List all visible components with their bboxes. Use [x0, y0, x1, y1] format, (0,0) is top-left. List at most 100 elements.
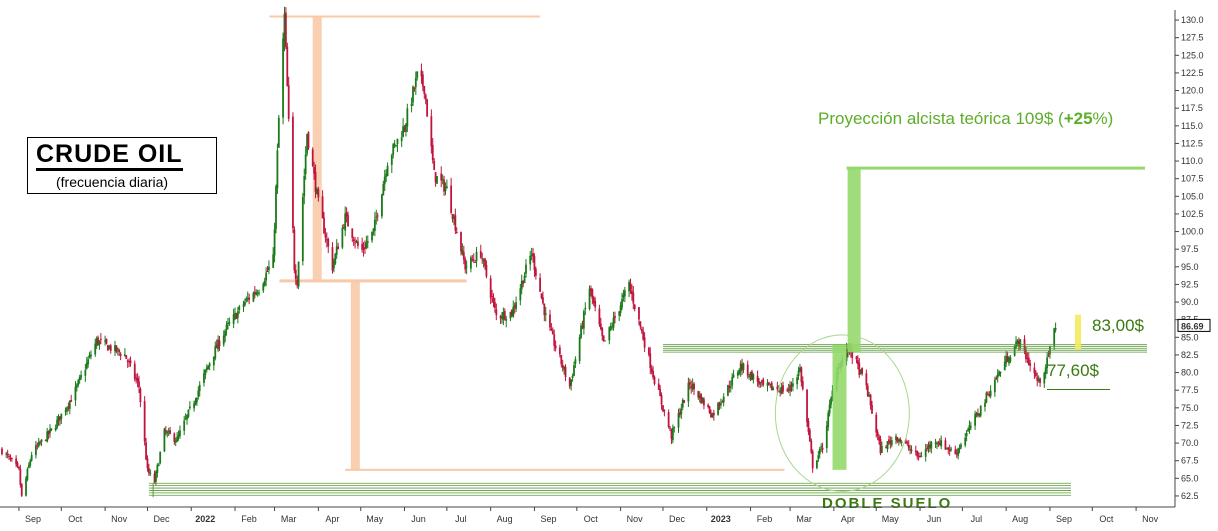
candle: [361, 237, 364, 253]
candle-body: [275, 186, 277, 230]
candle-body: [56, 419, 58, 428]
candle-body: [186, 415, 188, 420]
candle-body: [729, 386, 732, 388]
candle: [225, 321, 228, 336]
candle: [321, 190, 324, 219]
projection-base-bar: [832, 344, 847, 470]
candle: [501, 311, 503, 324]
candle: [958, 444, 961, 454]
candle-body: [828, 404, 831, 414]
candle-body: [581, 325, 584, 328]
candle: [551, 327, 554, 335]
candle: [301, 193, 304, 266]
candle-body: [46, 431, 49, 442]
candle-body: [114, 345, 116, 352]
candle-body: [993, 379, 996, 393]
candle: [988, 391, 991, 398]
candle: [489, 275, 492, 305]
candle-body: [107, 345, 109, 351]
candle: [647, 346, 650, 357]
candle-body: [173, 433, 176, 442]
candle-body: [945, 447, 948, 449]
candle: [66, 406, 68, 415]
candle-body: [988, 393, 991, 396]
candle-body: [215, 344, 218, 349]
candle-body: [455, 232, 458, 234]
candle-body: [450, 185, 453, 213]
candle: [1046, 351, 1049, 374]
candle: [104, 335, 107, 346]
candle: [146, 455, 149, 472]
candle: [139, 386, 142, 408]
candle-body: [434, 172, 437, 183]
x-tick-label: Dec: [153, 514, 170, 524]
candle-body: [15, 458, 18, 465]
candle: [878, 434, 880, 445]
candle-body: [895, 436, 897, 441]
candle-body: [762, 379, 765, 385]
y-tick-label: 67.5: [1181, 456, 1199, 466]
candle: [530, 247, 533, 261]
candle: [594, 296, 597, 312]
candle-body: [244, 301, 246, 306]
candle-body: [453, 216, 455, 219]
candle-body: [746, 364, 749, 376]
candle-body: [376, 215, 379, 217]
y-tick-label: 85.0: [1181, 332, 1199, 342]
candle-body: [197, 390, 200, 397]
candle-body: [218, 340, 221, 347]
candle-body: [673, 426, 676, 428]
candle-body: [227, 322, 229, 324]
candle-body: [748, 376, 751, 378]
candle-body: [372, 228, 375, 232]
candle: [67, 402, 70, 412]
candle: [797, 366, 800, 380]
candle-body: [228, 322, 231, 324]
candle: [252, 291, 255, 303]
candle: [205, 364, 208, 373]
candle: [944, 437, 947, 451]
candle: [650, 364, 653, 375]
candle: [60, 413, 63, 425]
candle: [297, 261, 300, 290]
candle-body: [786, 389, 789, 391]
candle-body: [985, 392, 988, 403]
candle-body: [276, 150, 279, 189]
candle-body: [523, 275, 526, 283]
candle: [286, 42, 289, 87]
candle-body: [323, 217, 325, 234]
candle: [235, 312, 238, 320]
candle: [662, 405, 664, 413]
candle: [729, 380, 732, 393]
candle-body: [707, 404, 710, 407]
candle-body: [138, 381, 140, 388]
candle-body: [899, 438, 902, 442]
candle: [806, 388, 808, 427]
candle: [292, 112, 294, 233]
candle: [629, 278, 632, 294]
candle-body: [166, 431, 169, 434]
candle: [889, 436, 892, 449]
candle: [177, 430, 180, 441]
candle: [212, 356, 215, 371]
candle: [248, 293, 251, 305]
candle-body: [806, 389, 808, 423]
candle-body: [703, 399, 705, 406]
candle: [450, 177, 453, 215]
candle-body: [727, 384, 729, 396]
candle-body: [258, 292, 260, 294]
candle-body: [650, 368, 653, 372]
candle-body: [876, 431, 879, 436]
candle-body: [938, 442, 941, 446]
candle-body: [492, 297, 495, 303]
candle: [193, 400, 195, 412]
candle-body: [924, 449, 927, 457]
candle-body: [307, 132, 310, 148]
candle-body: [710, 412, 712, 417]
candle-body: [766, 382, 769, 386]
x-tick-label: Apr: [841, 514, 855, 524]
candle: [159, 451, 162, 465]
candle-body: [501, 317, 503, 319]
candle-body: [75, 384, 78, 388]
candle: [683, 399, 686, 403]
